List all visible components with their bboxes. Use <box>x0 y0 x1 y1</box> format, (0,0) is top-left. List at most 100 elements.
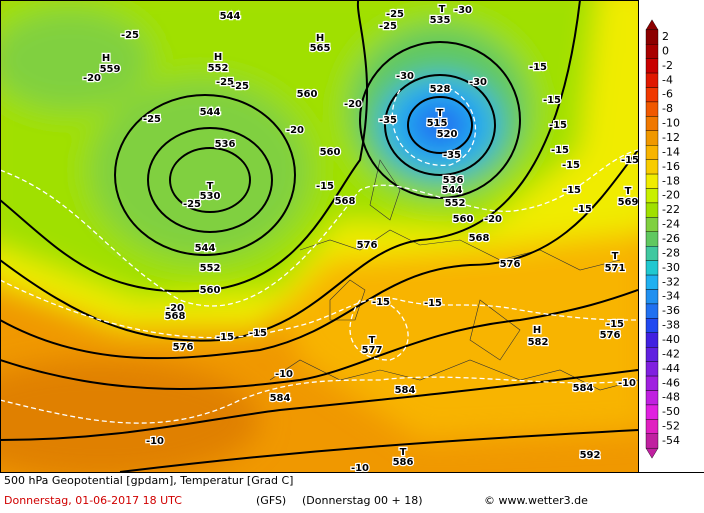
map-label: 576 <box>600 330 621 341</box>
map-label: 530 <box>200 191 221 202</box>
scale-swatch <box>645 260 659 276</box>
footer-date: Donnerstag, 01-06-2017 18 UTC <box>4 494 182 507</box>
scale-label: -32 <box>662 275 680 288</box>
scale-swatch <box>645 101 659 117</box>
map-label: 560 <box>297 89 318 100</box>
map-label: T <box>369 335 376 346</box>
map-label: 560 <box>453 214 474 225</box>
map-label: -15 <box>424 298 442 309</box>
scale-swatch <box>645 289 659 305</box>
map-label: 536 <box>443 175 464 186</box>
map-label: 544 <box>220 11 241 22</box>
map-label: -15 <box>216 332 234 343</box>
map-label: 560 <box>200 285 221 296</box>
map-label: -30 <box>396 71 414 82</box>
scale-label: -44 <box>662 362 680 375</box>
scale-label: 0 <box>662 44 669 57</box>
map-label: 586 <box>393 457 414 468</box>
map-label: 559 <box>100 64 121 75</box>
map-label: 576 <box>173 342 194 353</box>
map-label: 560 <box>320 147 341 158</box>
scale-swatch <box>645 390 659 406</box>
map-label: -25 <box>216 77 234 88</box>
map: 544-25H559-20H552-25-25544-25H565560-205… <box>0 0 639 474</box>
map-label: -25 <box>379 21 397 32</box>
scale-label: -36 <box>662 304 680 317</box>
temperature-isotherms <box>0 84 638 424</box>
map-label: -15 <box>249 328 267 339</box>
map-label: -15 <box>621 155 639 166</box>
scale-label: -18 <box>662 174 680 187</box>
scale-label: -12 <box>662 131 680 144</box>
map-label: -30 <box>454 5 472 16</box>
map-label: 577 <box>362 345 383 356</box>
scale-swatch <box>645 173 659 189</box>
map-label: 584 <box>573 383 594 394</box>
map-label: 544 <box>442 185 463 196</box>
map-label: 520 <box>437 129 458 140</box>
scale-swatch <box>645 145 659 160</box>
map-label: -15 <box>551 145 569 156</box>
scale-swatch <box>645 202 659 218</box>
map-label: 582 <box>528 337 549 348</box>
map-label: 544 <box>195 243 216 254</box>
map-label: -10 <box>146 436 164 447</box>
map-label: H <box>316 33 324 44</box>
map-label: -15 <box>562 160 580 171</box>
scale-label: -54 <box>662 434 680 447</box>
footer-model: (GFS) <box>256 494 286 507</box>
map-label: 536 <box>215 139 236 150</box>
scale-label: -26 <box>662 232 680 245</box>
scale-label: -4 <box>662 73 673 86</box>
color-scale: 20 -2-4 -6-8 -10-12-14 -16-18 -20-22 -24-26-28… <box>645 19 680 459</box>
footer-title: 500 hPa Geopotential [gpdam], Temperatur… <box>4 474 293 487</box>
map-label: 568 <box>335 196 356 207</box>
scale-swatch <box>645 217 659 232</box>
scale-label: -16 <box>662 160 680 173</box>
map-label: 552 <box>445 198 466 209</box>
scale-swatch <box>645 404 659 420</box>
scale-swatch <box>645 159 659 175</box>
scale-swatch <box>645 347 659 362</box>
scale-label: -40 <box>662 333 680 346</box>
footer-credit: © www.wetter3.de <box>484 494 588 507</box>
scale-swatch <box>645 318 659 333</box>
map-label: -15 <box>549 120 567 131</box>
map-label: 576 <box>500 259 521 270</box>
scale-label: -48 <box>662 391 680 404</box>
scale-label: -28 <box>662 246 680 259</box>
scale-swatch <box>645 274 659 290</box>
map-label: 569 <box>618 197 639 208</box>
map-label: -35 <box>379 115 397 126</box>
geopotential-contours <box>0 0 638 472</box>
scale-cap <box>645 448 659 459</box>
scale-label: -38 <box>662 319 680 332</box>
map-label: 552 <box>200 263 221 274</box>
scale-swatch <box>645 188 659 204</box>
scale-swatch <box>645 58 659 74</box>
map-label: T <box>612 251 619 262</box>
scale-label: -14 <box>662 145 680 158</box>
scale-label: -2 <box>662 59 673 72</box>
map-label: 576 <box>357 240 378 251</box>
scale-swatch <box>645 332 659 348</box>
map-label: 565 <box>310 43 331 54</box>
map-label: 515 <box>427 118 448 129</box>
scale-swatch <box>645 246 659 261</box>
map-label: -10 <box>618 378 636 389</box>
map-label: -10 <box>275 369 293 380</box>
map-label: -25 <box>231 81 249 92</box>
scale-swatch <box>645 116 659 131</box>
map-label: H <box>102 53 110 64</box>
scale-label: -22 <box>662 203 680 216</box>
scale-swatch <box>645 44 659 59</box>
map-label: 535 <box>430 15 451 26</box>
map-label: -15 <box>606 319 624 330</box>
map-label: 544 <box>200 107 221 118</box>
scale-swatch <box>645 303 659 319</box>
map-label: -10 <box>351 463 369 474</box>
map-label: -20 <box>166 303 184 314</box>
scale-label: -10 <box>662 117 680 130</box>
map-label: -20 <box>484 214 502 225</box>
